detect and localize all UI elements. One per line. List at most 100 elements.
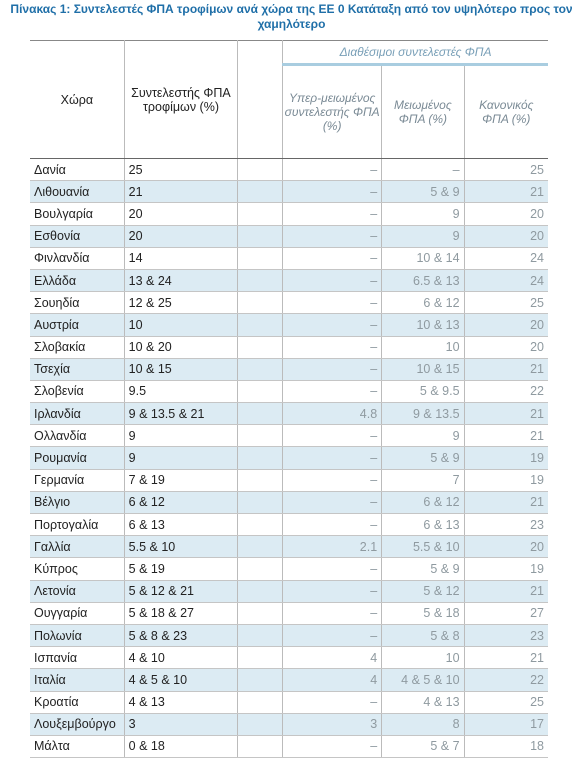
- country-cell: Ελλάδα: [30, 269, 125, 293]
- rate-cell: 5 & 9: [381, 557, 465, 581]
- spacer-cell: [237, 225, 283, 248]
- country-cell: Κροατία: [30, 691, 125, 714]
- spacer-cell: [237, 624, 283, 648]
- table-row: Σλοβακία 10 & 20 –10 20: [30, 336, 548, 359]
- table-row: Βέλγιο 6 & 12–6 & 12 21: [30, 491, 548, 515]
- table-row: Λετονία 5 & 12 & 21 –5 & 12 21: [30, 580, 548, 603]
- spacer-cell: [237, 336, 283, 359]
- spacer-cell: [237, 580, 283, 603]
- country-cell: Σουηδία: [30, 291, 125, 315]
- table-row: Κροατία 4 & 13–4 & 13 25: [30, 691, 548, 714]
- rate-cell: –: [282, 358, 382, 381]
- spacer-cell: [237, 513, 283, 537]
- rate-cell: 27: [463, 602, 548, 625]
- spacer-cell: [237, 557, 283, 581]
- rate-cell: 21: [463, 580, 548, 603]
- country-cell: Ιρλανδία: [30, 402, 125, 426]
- country-cell: Λιθουανία: [30, 180, 125, 204]
- rate-cell: 4 & 13: [381, 691, 465, 714]
- rate-cell: 20: [123, 225, 238, 248]
- table-row: Μάλτα 0 & 18 –5 & 7 18: [30, 735, 548, 759]
- column-header: Υπερ-μειωμένος συντελεστής ΦΠΑ (%): [282, 64, 382, 159]
- country-cell: Ουγγαρία: [30, 602, 125, 625]
- spacer-cell: [237, 668, 283, 692]
- rate-cell: 21: [463, 358, 548, 381]
- rate-cell: 9.5: [123, 380, 238, 404]
- spacer-cell: [237, 646, 283, 670]
- country-cell: Βέλγιο: [30, 491, 125, 515]
- spacer-cell: [237, 402, 283, 426]
- rate-cell: 6 & 12: [123, 491, 238, 515]
- group-header-row: Χώρα Συντελεστής ΦΠΑ τροφίμων (%) Διαθέσ…: [30, 40, 548, 159]
- table-row: Ελλάδα 13 & 24 –6.5 & 13 24: [30, 269, 548, 293]
- rate-cell: 5 & 9: [381, 180, 465, 204]
- rate-cell: 10: [123, 313, 238, 337]
- table-row: Δανία 25– –25: [30, 158, 548, 182]
- spacer-cell: [237, 691, 283, 714]
- rate-cell: 25: [123, 158, 238, 182]
- spacer-cell: [237, 380, 283, 404]
- table-body: Δανία 25– –25 Λιθουανία 21–5 & 9 21 Βουλγαρία 2…: [30, 158, 548, 759]
- country-cell: Σλοβενία: [30, 380, 125, 404]
- table-row: Σλοβενία 9.5 –5 & 9.5 22: [30, 380, 548, 404]
- country-cell: Ισπανία: [30, 646, 125, 670]
- rate-cell: –: [282, 691, 382, 714]
- rate-cell: –: [282, 291, 382, 315]
- spacer-cell: [237, 535, 283, 559]
- rate-cell: 5 & 19: [123, 557, 238, 581]
- rate-cell: 9: [381, 424, 465, 448]
- column-header: Κανονικός ΦΠΑ (%): [463, 64, 548, 159]
- spacer: [237, 40, 283, 159]
- table-row: Λουξεμβούργο 3 3 8 17: [30, 713, 548, 736]
- rate-cell: 21: [463, 402, 548, 426]
- rate-cell: 24: [463, 247, 548, 270]
- rate-cell: –: [282, 313, 382, 337]
- rate-cell: 5 & 18: [381, 602, 465, 625]
- rate-cell: –: [282, 380, 382, 404]
- spacer-cell: [237, 269, 283, 293]
- rate-cell: 20: [463, 313, 548, 337]
- column-header: Συντελεστής ΦΠΑ τροφίμων (%): [123, 40, 238, 159]
- rate-cell: –: [282, 269, 382, 293]
- table-row: Αυστρία 10 –10 & 13 20: [30, 313, 548, 337]
- rate-cell: 8: [381, 713, 465, 736]
- rate-cell: 4: [282, 646, 382, 670]
- rate-cell: –: [381, 158, 465, 182]
- table-row: Γερμανία 7 & 19 –7 19: [30, 469, 548, 492]
- rate-cell: 2.1: [282, 535, 382, 559]
- rate-cell: –: [282, 446, 382, 470]
- table-row: Εσθονία 20–9 20: [30, 225, 548, 248]
- rate-cell: 5 & 8 & 23: [123, 624, 238, 648]
- spacer-cell: [237, 202, 283, 226]
- rate-cell: 10 & 13: [381, 313, 465, 337]
- rate-cell: 21: [463, 646, 548, 670]
- table-row: Λιθουανία 21–5 & 9 21: [30, 180, 548, 204]
- spacer-cell: [237, 469, 283, 492]
- table-row: Ιρλανδία 9 & 13.5 & 21 4.8 9 & 13.5 21: [30, 402, 548, 426]
- rate-cell: 5 & 12 & 21: [123, 580, 238, 603]
- table-row: Ισπανία 4 & 10 4 10 21: [30, 646, 548, 670]
- rate-cell: –: [282, 336, 382, 359]
- rate-cell: 21: [123, 180, 238, 204]
- rate-cell: 4.8: [282, 402, 382, 426]
- rate-cell: 10 & 20: [123, 336, 238, 359]
- rate-cell: 5 & 9.5: [381, 380, 465, 404]
- spacer-cell: [237, 291, 283, 315]
- rate-cell: 19: [463, 469, 548, 492]
- rate-cell: 20: [463, 202, 548, 226]
- rate-cell: 7 & 19: [123, 469, 238, 492]
- rate-cell: 12 & 25: [123, 291, 238, 315]
- table-row: Ουγγαρία 5 & 18 & 27 –5 & 18 27: [30, 602, 548, 625]
- table-row: Ρουμανία 9 –5 & 9 19: [30, 446, 548, 470]
- spacer-cell: [237, 180, 283, 204]
- rate-cell: 5.5 & 10: [123, 535, 238, 559]
- country-cell: Μάλτα: [30, 735, 125, 759]
- rate-cell: 5 & 7: [381, 735, 465, 759]
- rate-cell: 20: [463, 225, 548, 248]
- country-cell: Βουλγαρία: [30, 202, 125, 226]
- country-cell: Αυστρία: [30, 313, 125, 337]
- rate-cell: –: [282, 513, 382, 537]
- rate-cell: 3: [123, 713, 238, 736]
- rate-cell: 7: [381, 469, 465, 492]
